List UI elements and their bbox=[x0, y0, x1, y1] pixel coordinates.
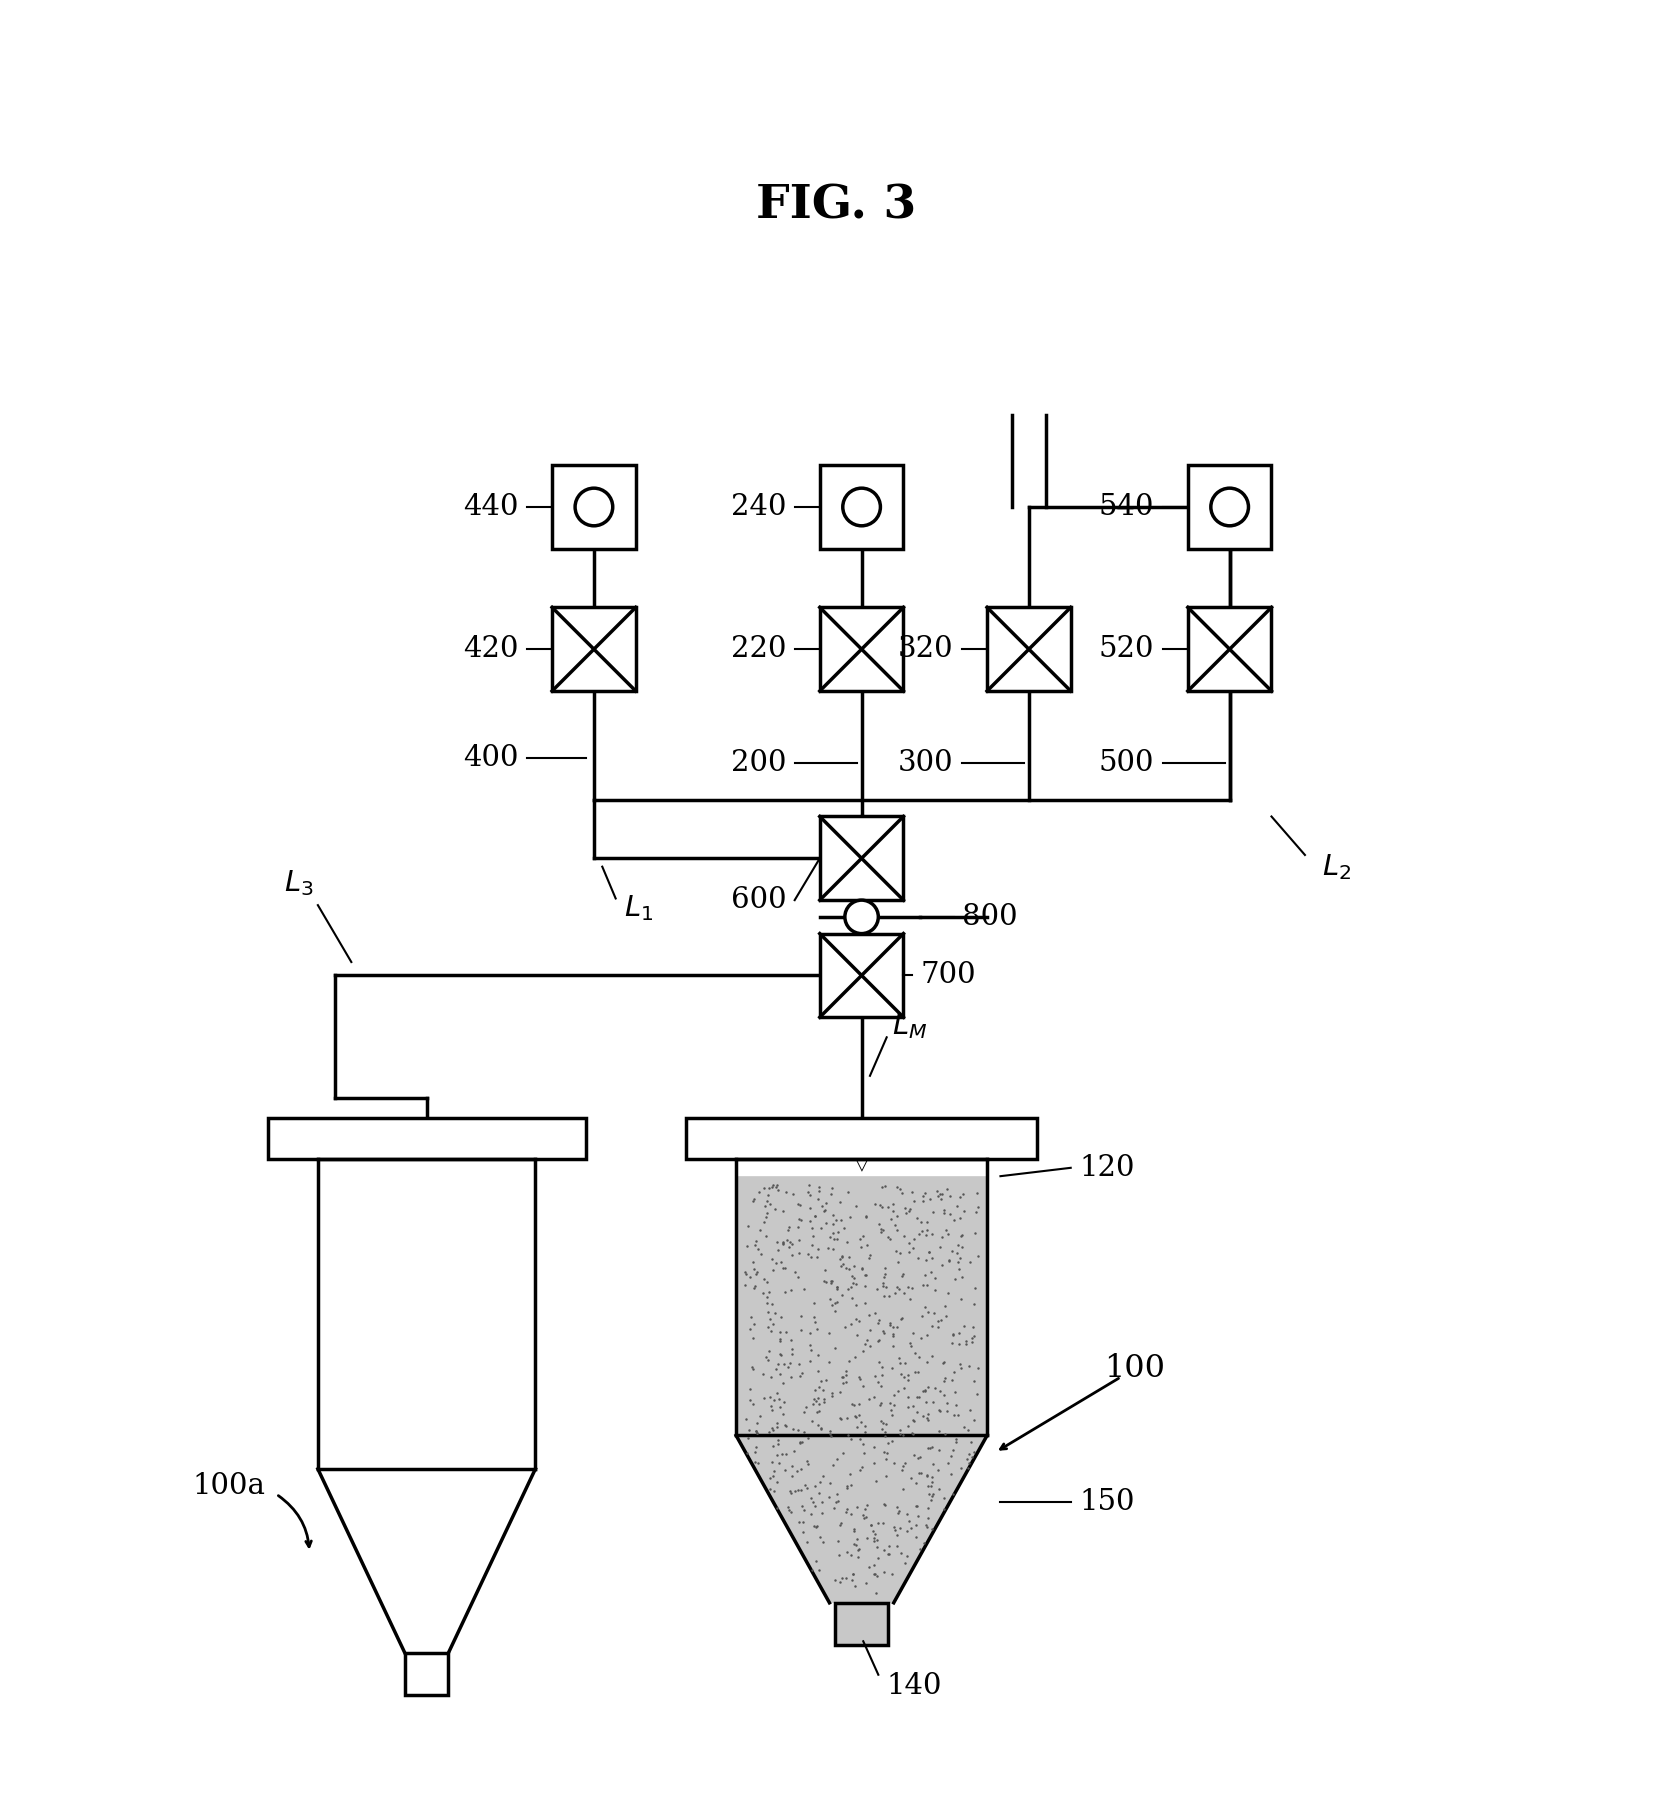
Text: FIG. 3: FIG. 3 bbox=[756, 184, 917, 229]
Bar bbox=[405, 1653, 448, 1695]
Text: 600: 600 bbox=[731, 887, 786, 914]
Bar bbox=[1188, 607, 1271, 690]
Text: 200: 200 bbox=[731, 749, 786, 778]
Text: 100: 100 bbox=[1104, 1354, 1164, 1385]
Text: 400: 400 bbox=[463, 743, 519, 772]
Text: 700: 700 bbox=[920, 961, 975, 990]
Text: 500: 500 bbox=[1099, 749, 1154, 778]
Bar bbox=[820, 607, 903, 690]
Text: 120: 120 bbox=[1079, 1154, 1134, 1181]
Text: 540: 540 bbox=[1099, 492, 1154, 521]
Bar bbox=[820, 816, 903, 899]
Text: 220: 220 bbox=[731, 636, 786, 663]
Text: 240: 240 bbox=[731, 492, 786, 521]
Text: 100a: 100a bbox=[192, 1472, 266, 1499]
Bar bbox=[686, 1117, 1037, 1159]
Circle shape bbox=[1211, 489, 1248, 525]
Text: $L_2$: $L_2$ bbox=[1322, 852, 1350, 881]
Bar bbox=[552, 607, 636, 690]
Text: 520: 520 bbox=[1099, 636, 1154, 663]
Text: 140: 140 bbox=[887, 1672, 942, 1701]
Text: 800: 800 bbox=[962, 903, 1017, 930]
Bar bbox=[820, 465, 903, 549]
Circle shape bbox=[843, 489, 880, 525]
Text: 440: 440 bbox=[463, 492, 519, 521]
Text: 320: 320 bbox=[898, 636, 954, 663]
Circle shape bbox=[576, 489, 612, 525]
Text: 300: 300 bbox=[898, 749, 954, 778]
Polygon shape bbox=[736, 1176, 987, 1603]
Bar bbox=[1188, 465, 1271, 549]
Bar bbox=[820, 934, 903, 1018]
Text: $L_1$: $L_1$ bbox=[624, 894, 652, 923]
Text: 150: 150 bbox=[1079, 1488, 1134, 1517]
Bar bbox=[987, 607, 1071, 690]
Bar bbox=[835, 1603, 888, 1644]
Text: 420: 420 bbox=[463, 636, 519, 663]
Text: $L_M$: $L_M$ bbox=[892, 1010, 927, 1041]
Text: $L_3$: $L_3$ bbox=[284, 869, 315, 898]
Text: ▽: ▽ bbox=[855, 1156, 868, 1172]
Bar bbox=[552, 465, 636, 549]
Circle shape bbox=[845, 899, 878, 934]
Bar bbox=[268, 1117, 586, 1159]
